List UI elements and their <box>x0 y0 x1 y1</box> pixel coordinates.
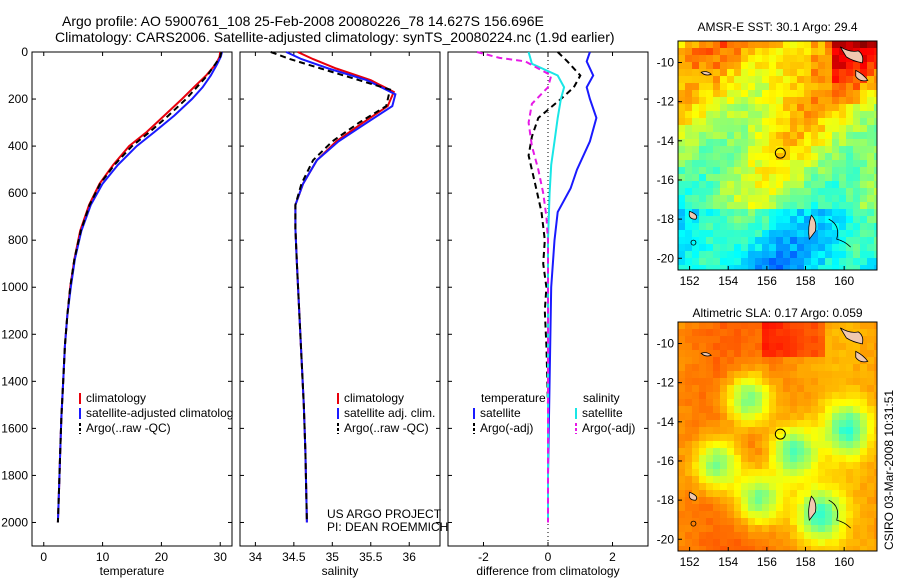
sla-map-lat-tick-label: -10 <box>657 337 675 351</box>
temperature-x-tick-label: 30 <box>214 550 228 564</box>
sla-map-lon-tick-label: 152 <box>680 555 700 569</box>
salinity-x-tick-label: 35 <box>326 550 340 564</box>
sla-map-coastline <box>688 491 698 501</box>
sst-map-lat-tick-label: -12 <box>657 95 675 109</box>
sla-map-lon-tick-label: 160 <box>834 555 854 569</box>
legend-diff-sal-satellite-label: satellite <box>582 406 623 420</box>
series-salinity-satellite <box>527 51 566 523</box>
sst-map-lon-tick-label: 152 <box>680 274 700 288</box>
legend-diff-temperature-title: temperature <box>481 391 546 405</box>
legend-temp-argo-label: Argo(..raw -QC) <box>86 421 171 435</box>
sst-map-island <box>690 239 697 246</box>
sst-map-lon-tick-label: 160 <box>834 274 854 288</box>
depth-tick-label: 400 <box>8 139 28 153</box>
sla-map-field <box>678 322 877 551</box>
sla-map-argo-float-marker <box>774 428 786 440</box>
sst-map-coastline <box>700 71 712 76</box>
sst-map-lat-tick-label: -16 <box>657 173 675 187</box>
temperature-x-tick-label: 10 <box>96 550 110 564</box>
sla-map-frame <box>677 321 878 552</box>
legend-sal-satellite-label: satellite adj. clim. <box>344 406 435 420</box>
sst-map-lon-tick-label: 158 <box>795 274 815 288</box>
legend-temp-satellite-label: satellite-adjusted climatolog <box>86 406 233 420</box>
credit-line1: US ARGO PROJECT <box>327 507 442 521</box>
sst-map-lon-tick-label: 154 <box>718 274 738 288</box>
sla-map-lon-tick-label: 158 <box>795 555 815 569</box>
sst-map-frame <box>677 40 878 271</box>
legend-temp-climatology-label: climatology <box>86 391 146 405</box>
series-temperature-satellite <box>547 51 598 523</box>
sla-map-lon-tick-label: 156 <box>757 555 777 569</box>
sla-map-lat-tick-label: -20 <box>657 532 675 546</box>
temperature-x-tick-label: 20 <box>155 550 169 564</box>
sst-map-lat-tick-label: -20 <box>657 251 675 265</box>
depth-tick-label: 800 <box>8 233 28 247</box>
series-argo-raw-qc- <box>270 51 392 523</box>
timestamp-label: CSIRO 03-Mar-2008 10:31:51 <box>882 389 896 550</box>
depth-tick-label: 600 <box>8 186 28 200</box>
sla-map-coastline <box>855 350 869 363</box>
salinity-axis-label: salinity <box>322 564 359 578</box>
sla-map-coastline <box>839 327 864 345</box>
series-salinity-argo-adj- <box>476 51 553 523</box>
figure-title-line1: Argo profile: AO 5900761_108 25-Feb-2008… <box>62 13 544 29</box>
sla-map-coastline <box>700 352 712 357</box>
sla-map-lon-tick-label: 154 <box>718 555 738 569</box>
sst-map-lat-tick-label: -14 <box>657 134 675 148</box>
sst-map-coastline <box>688 210 698 220</box>
sst-map-lat-tick-label: -10 <box>657 56 675 70</box>
salinity-x-tick-label: 34 <box>249 550 263 564</box>
depth-tick-label: 1400 <box>1 374 28 388</box>
difference-x-tick-label: 2 <box>609 550 616 564</box>
difference-x-tick-label: -2 <box>478 550 489 564</box>
sla-map-lat-tick-label: -12 <box>657 376 675 390</box>
sla-map-island <box>690 520 697 527</box>
depth-tick-label: 200 <box>8 92 28 106</box>
sla-map-title: Altimetric SLA: 0.17 Argo: 0.059 <box>692 306 863 320</box>
depth-tick-label: 0 <box>21 45 28 59</box>
sst-map-contour <box>828 218 851 248</box>
depth-tick-label: 1600 <box>1 421 28 435</box>
figure-title-line2: Climatology: CARS2006. Satellite-adjuste… <box>55 29 615 45</box>
sst-map-coastline <box>855 69 869 82</box>
sst-map-field <box>678 41 877 270</box>
sla-map-lat-tick-label: -14 <box>657 415 675 429</box>
salinity-x-tick-label: 35.5 <box>359 550 383 564</box>
sst-map-lat-tick-label: -18 <box>657 212 675 226</box>
sla-map-contour <box>828 499 851 529</box>
legend-diff-salinity-title: salinity <box>583 391 620 405</box>
series-temperature-argo-adj- <box>527 51 582 523</box>
legend-diff-temp-satellite-label: satellite <box>480 406 521 420</box>
legend-diff-sal-argo-label: Argo(-adj) <box>582 421 635 435</box>
credit-line2: PI: DEAN ROEMMICH <box>327 520 449 534</box>
legend-sal-argo-label: Argo(..raw -QC) <box>344 421 429 435</box>
salinity-axes-frame <box>239 51 441 547</box>
depth-tick-label: 1800 <box>1 468 28 482</box>
sst-map-coastline <box>808 214 817 241</box>
legend-diff-temp-argo-label: Argo(-adj) <box>480 421 533 435</box>
sst-map-lon-tick-label: 156 <box>757 274 777 288</box>
temperature-x-tick-label: 0 <box>40 550 47 564</box>
depth-tick-label: 1200 <box>1 327 28 341</box>
temperature-axes-frame <box>31 51 233 547</box>
difference-x-tick-label: 0 <box>545 550 552 564</box>
sst-map-argo-float-marker <box>774 147 786 159</box>
sla-map-lat-tick-label: -16 <box>657 454 675 468</box>
depth-tick-label: 2000 <box>1 515 28 529</box>
difference-axis-label: difference from climatology <box>476 564 619 578</box>
salinity-x-tick-label: 36 <box>403 550 417 564</box>
sst-map-coastline <box>839 46 864 64</box>
legend-sal-climatology-label: climatology <box>344 391 404 405</box>
sla-map-lat-tick-label: -18 <box>657 493 675 507</box>
sst-map-title: AMSR-E SST: 30.1 Argo: 29.4 <box>697 20 858 34</box>
depth-tick-label: 1000 <box>1 280 28 294</box>
sla-map-coastline <box>808 495 817 522</box>
series-argo-raw-qc- <box>56 51 223 523</box>
salinity-x-tick-label: 34.5 <box>282 550 306 564</box>
temperature-axis-label: temperature <box>100 564 165 578</box>
